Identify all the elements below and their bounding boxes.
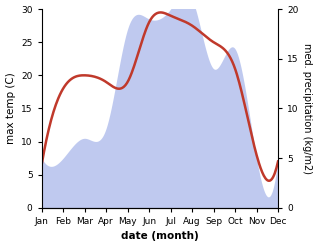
X-axis label: date (month): date (month) [121,231,199,242]
Y-axis label: max temp (C): max temp (C) [5,73,16,144]
Y-axis label: med. precipitation (kg/m2): med. precipitation (kg/m2) [302,43,313,174]
